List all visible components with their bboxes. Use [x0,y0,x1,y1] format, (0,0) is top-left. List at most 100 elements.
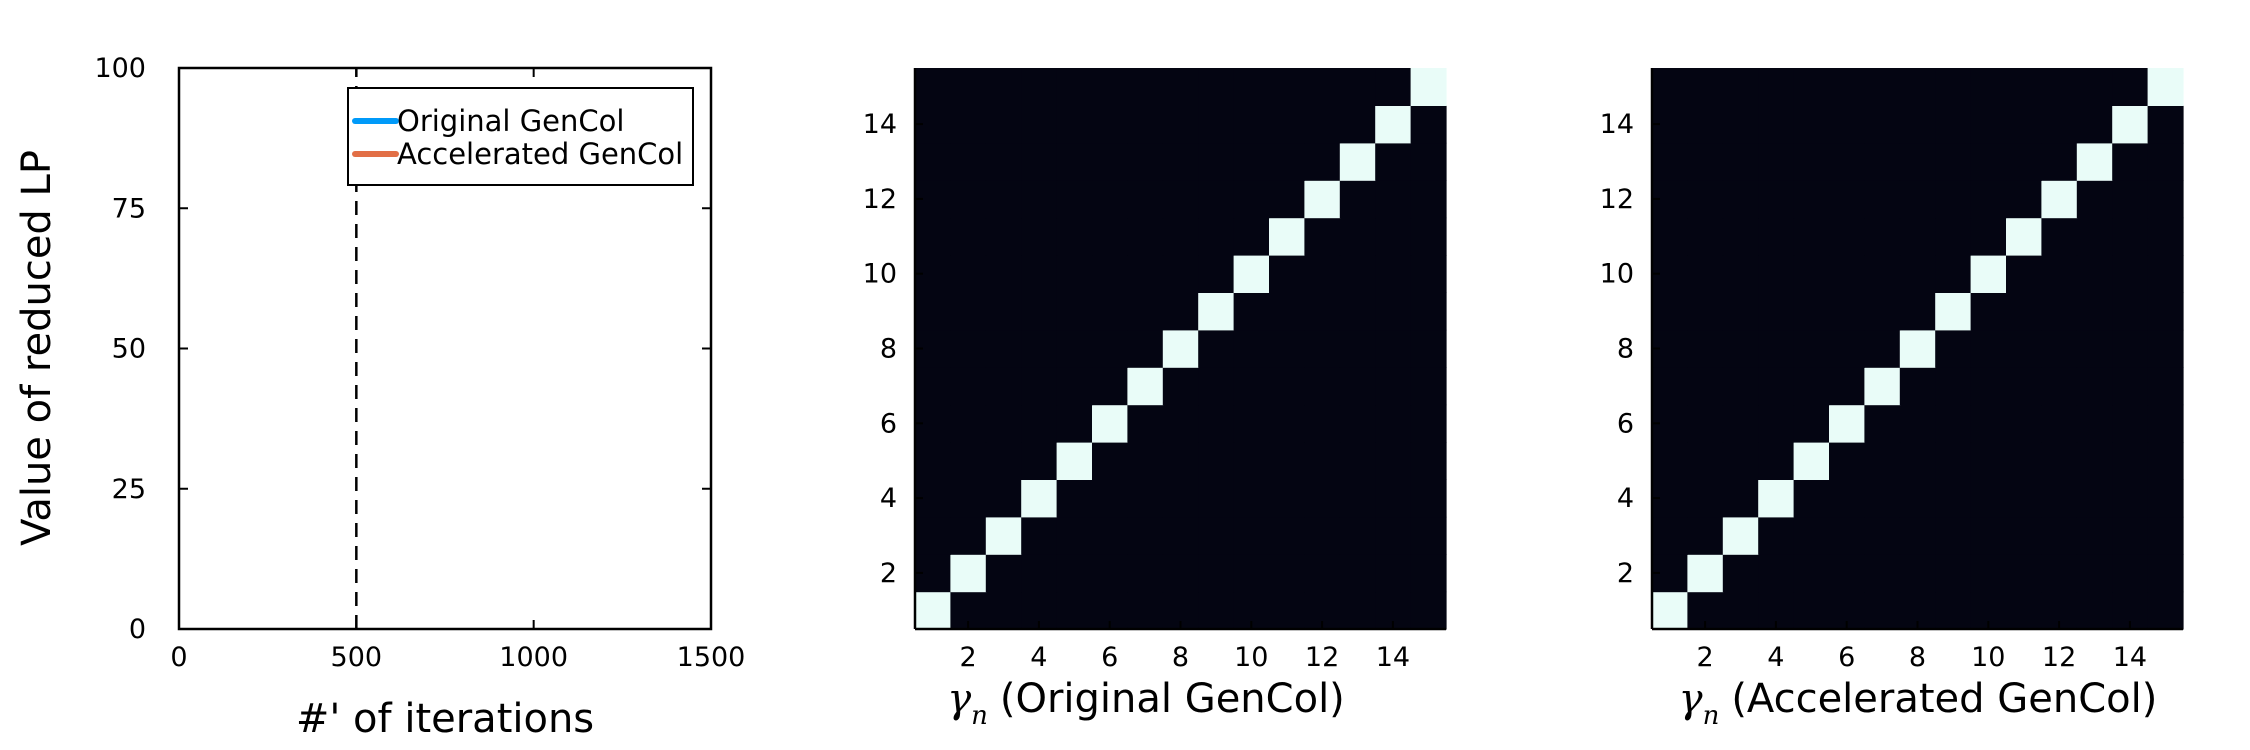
heatmap-cell [1935,180,1972,219]
heatmap-cell [1198,404,1235,443]
heatmap-cell [1127,591,1164,630]
heatmap-cell [1410,180,1447,219]
heatmap-cell [1269,442,1305,480]
heatmap-cell [1233,479,1270,518]
heatmap-cell [1092,68,1128,106]
heatmap-cell [1722,479,1759,518]
heatmap-cell [1021,479,1058,518]
heatmap-cell [2147,591,2184,630]
heatmap-cell [1021,442,1058,480]
heatmap-cell [1758,105,1795,144]
heatmap-cell [950,68,987,106]
heatmap-cell [950,404,987,443]
heatmap-cell [1970,554,2007,593]
heatmap-cell [2006,329,2042,368]
heatmap-cell [1056,292,1093,331]
heatmap-cell [1687,479,1724,518]
heatmap-cell [1899,404,1936,443]
heatmap-cell [985,442,1022,480]
y-tick-label: 14 [863,109,897,140]
heatmap-cell [950,329,987,368]
heatmap-cell [1410,367,1447,406]
heatmap-cell [1793,554,1830,593]
heatmap-cell [1339,479,1376,518]
heatmap-cell [1198,554,1235,593]
heatmap-cell [2041,554,2078,593]
heatmap-cell [1864,404,1901,443]
heatmap-cell [1233,142,1270,181]
heatmap-cell [1269,554,1305,593]
heatmap-cell [1021,367,1058,406]
heatmap-cell [1829,479,1865,518]
heatmap-cell [1021,255,1058,293]
heatmap-cell [2006,516,2042,555]
heatmap-cell [1162,217,1199,256]
heatmap-cell [1687,255,1724,293]
heatmap-cell [1722,105,1759,144]
heatmap-cell [1410,329,1447,368]
heatmap-cell [1056,516,1093,555]
heatmap-cell [1162,68,1199,106]
heatmap-cell [1269,404,1305,443]
heatmap-cell [1970,180,2007,219]
heatmap-cell [2076,479,2113,518]
heatmap-cell [1935,367,1972,406]
heatmap-cell [1970,142,2007,181]
heatmap-cell [1233,292,1270,331]
heatmap-cell [1935,554,1972,593]
heatmap-cell [2147,105,2184,144]
heatmap-cell [1970,442,2007,480]
x-axis-label-text: (Original GenCol) [1000,676,1345,722]
heatmap-cell [915,142,951,181]
heatmap-cell [1233,442,1270,480]
heatmap-cell [2147,292,2184,331]
heatmap-cell [1127,292,1164,331]
heatmap-cell [1722,442,1759,480]
heatmap-cell [1127,404,1164,443]
heatmap-cell [1304,255,1341,293]
heatmap-cell [1687,142,1724,181]
heatmap-cell [985,479,1022,518]
heatmap-cell [2076,105,2113,144]
heatmap-cell [1162,292,1199,331]
heatmap-cell [2147,217,2184,256]
heatmap-cell [2041,180,2078,219]
heatmap-cell [1410,292,1447,331]
heatmap-cell [1056,367,1093,406]
heatmap-cell [1233,68,1270,106]
heatmap-cell [1829,404,1865,443]
heatmap-cell [1375,217,1412,256]
heatmap-cell [2112,68,2149,106]
heatmap-cell [1304,68,1341,106]
heatmap-cell [2076,516,2113,555]
heatmap-cell [2041,68,2078,106]
heatmap-cell [1021,217,1058,256]
heatmap-cell [1021,142,1058,181]
heatmap-cell [1864,554,1901,593]
heatmap-cell [1864,591,1901,630]
heatmap-cell [1339,255,1376,293]
heatmap-cell [985,180,1022,219]
x-axis-label-text: (Accelerated GenCol) [1731,676,2157,722]
heatmap-cell [1722,217,1759,256]
heatmap-cells [1652,68,2184,630]
heatmap-cell [1198,442,1235,480]
heatmap-cell [1722,516,1759,555]
heatmap-cell [1375,404,1412,443]
heatmap-cell [985,68,1022,106]
heatmap-cell [2112,479,2149,518]
heatmap-cell [1092,554,1128,593]
heatmap-cell [1410,404,1447,443]
heatmap-cell [2006,554,2042,593]
heatmap-cell [1092,367,1128,406]
heatmap-cell [1056,68,1093,106]
heatmap-cell [1899,516,1936,555]
heatmap-cell [1687,105,1724,144]
heatmap-cell [950,105,987,144]
heatmap-cell [1758,516,1795,555]
heatmap-cell [1758,404,1795,443]
heatmap-cell [2006,255,2042,293]
heatmap-cell [985,404,1022,443]
heatmap-cell [2076,367,2113,406]
